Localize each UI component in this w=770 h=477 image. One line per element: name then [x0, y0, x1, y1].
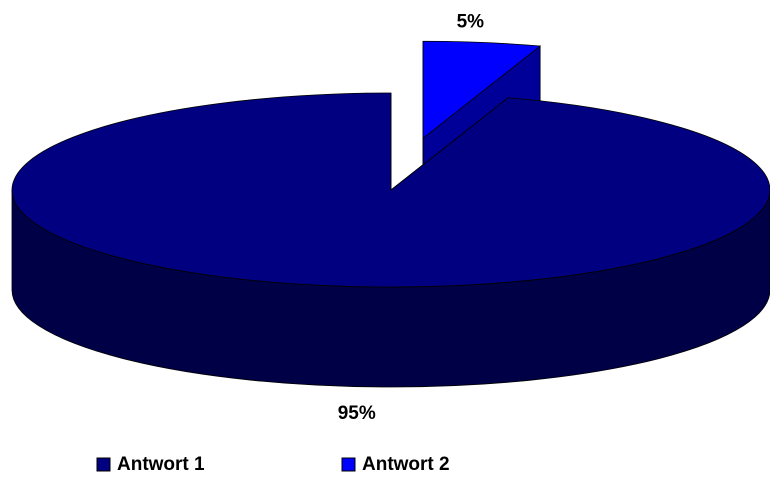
slice: [422, 40, 542, 140]
legend-label: Antwort 1: [117, 454, 205, 475]
legend-label: Antwort 2: [362, 454, 450, 475]
legend-swatch: [341, 457, 356, 472]
slice: [11, 92, 770, 288]
data-label: 5%: [457, 11, 485, 32]
data-label: 95%: [338, 403, 376, 424]
legend-swatch: [96, 457, 111, 472]
